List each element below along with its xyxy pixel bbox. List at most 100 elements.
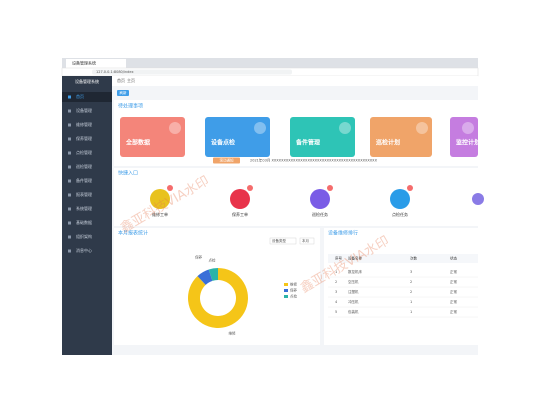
filter-label[interactable]: 设备类型: [272, 238, 286, 243]
donut-segment: [197, 269, 213, 285]
menu-item[interactable]: 保养管理: [76, 135, 92, 141]
table-header-cell: 序号: [335, 256, 343, 261]
menu-item[interactable]: 报表管理: [76, 191, 92, 197]
section-title: 快捷入口: [118, 170, 138, 177]
menu-item[interactable]: 消息中心: [76, 247, 92, 253]
table-cell: 2: [335, 280, 337, 284]
menu-icon: [68, 193, 71, 197]
menu-icon: [68, 249, 71, 253]
badge: [327, 185, 333, 191]
card-label[interactable]: 巡检计划: [375, 139, 400, 147]
tab[interactable]: [66, 59, 126, 68]
menu-icon: [68, 235, 71, 239]
table-cell: 正常: [450, 299, 458, 304]
donut-label: 保养: [195, 254, 202, 259]
menu-icon: [68, 137, 71, 141]
table-cell: 正常: [450, 279, 458, 284]
menu-item[interactable]: 点检管理: [76, 149, 92, 155]
notice-bar: [114, 157, 478, 165]
menu-icon: [68, 221, 71, 225]
card-label[interactable]: 设备点检: [211, 139, 235, 147]
breadcrumb[interactable]: 主页: [127, 77, 135, 83]
menu-icon: [68, 165, 71, 169]
table-cell: 2: [410, 280, 412, 284]
legend-label: 保养: [290, 288, 298, 293]
card-label[interactable]: 监控计划: [456, 139, 480, 147]
menu-icon: [68, 207, 71, 211]
menu-item[interactable]: 设备管理: [76, 107, 92, 113]
badge: [247, 185, 253, 191]
menu-item[interactable]: 维修管理: [76, 121, 92, 127]
donut-label: 点检: [209, 257, 216, 262]
shortcut-label[interactable]: 维修工单: [152, 211, 168, 217]
shortcut-label[interactable]: 巡检任务: [312, 211, 328, 217]
table-cell: 冲压机: [348, 299, 359, 304]
table-cell: 正常: [450, 289, 458, 294]
menu-icon: [68, 151, 71, 155]
menu-icon: [68, 95, 71, 99]
url-box[interactable]: [92, 69, 292, 75]
card-label[interactable]: 全部数据: [125, 139, 150, 147]
shortcut-icon[interactable]: [230, 189, 250, 209]
filter[interactable]: [299, 237, 315, 245]
table-cell: 3: [410, 270, 412, 274]
table-cell: 正常: [450, 309, 458, 314]
badge: [407, 185, 413, 191]
menu-item[interactable]: 组织架构: [76, 233, 92, 239]
notice-tag-label: 滚动通知: [220, 158, 234, 163]
table-cell: 2: [410, 290, 412, 294]
table-cell: 5: [335, 310, 337, 314]
card-icon: [254, 122, 266, 134]
menu-item[interactable]: 巡检管理: [76, 163, 92, 169]
shortcuts-panel: [114, 168, 478, 226]
table-cell: 数控机床: [348, 269, 362, 274]
filter-label[interactable]: 本月: [302, 238, 309, 243]
table-cell: 注塑机: [348, 289, 359, 294]
breadcrumb[interactable]: 首页: [117, 77, 125, 83]
shortcut-icon: [472, 193, 484, 205]
table-header-cell: 设备名称: [348, 256, 362, 261]
table-cell: 1: [410, 310, 412, 314]
section-title: 本月报表统计: [118, 230, 148, 237]
menu-item[interactable]: 首页: [76, 93, 84, 99]
breadcrumb-bar: [112, 76, 478, 86]
refresh-button[interactable]: [117, 90, 129, 96]
table-cell: 3: [335, 290, 337, 294]
url[interactable]: 127.0.0.1:8080/index: [96, 70, 134, 74]
section-title: 设备维修排行: [328, 230, 358, 237]
card-icon: [339, 122, 351, 134]
card-label[interactable]: 备件管理: [295, 139, 320, 147]
shortcut-icon[interactable]: [150, 189, 170, 209]
refresh-button-label[interactable]: 刷新: [120, 90, 127, 95]
table-cell: 1: [335, 270, 337, 274]
shortcut-icon[interactable]: [390, 189, 410, 209]
table-cell: 正常: [450, 269, 458, 274]
badge: [167, 185, 173, 191]
tab-bar: [62, 58, 478, 68]
table-header-cell: 状态: [450, 256, 458, 261]
ranking-panel: [324, 228, 478, 345]
menu-item[interactable]: 备件管理: [76, 177, 92, 183]
menu-item[interactable]: 系统管理: [76, 205, 92, 211]
legend-label: 维修: [290, 282, 298, 287]
sidebar: [62, 76, 112, 355]
menu-item[interactable]: 基础数据: [76, 219, 92, 225]
menu-icon: [68, 179, 71, 183]
table-cell: 包装机: [348, 309, 359, 314]
shortcut-label[interactable]: 点检任务: [392, 211, 408, 217]
donut-segment: [187, 268, 248, 329]
task-card[interactable]: [370, 117, 432, 157]
donut-label: 维修: [228, 330, 235, 335]
task-card[interactable]: [450, 117, 478, 157]
shortcut-label[interactable]: 保养工单: [232, 211, 248, 217]
shortcut-icon[interactable]: [310, 189, 330, 209]
task-card[interactable]: [120, 117, 185, 157]
notice-text: 2021年03月 XXXXXXXXXXXXXXXXXXXXXXXXXXXXXXX…: [250, 158, 378, 163]
task-card[interactable]: [290, 117, 355, 157]
tab-title[interactable]: 设备管理系统: [72, 60, 96, 66]
sidebar-title: 设备管理系统: [75, 78, 99, 84]
table-cell: 4: [335, 300, 338, 304]
filter[interactable]: [269, 237, 297, 245]
task-card[interactable]: [205, 117, 270, 157]
